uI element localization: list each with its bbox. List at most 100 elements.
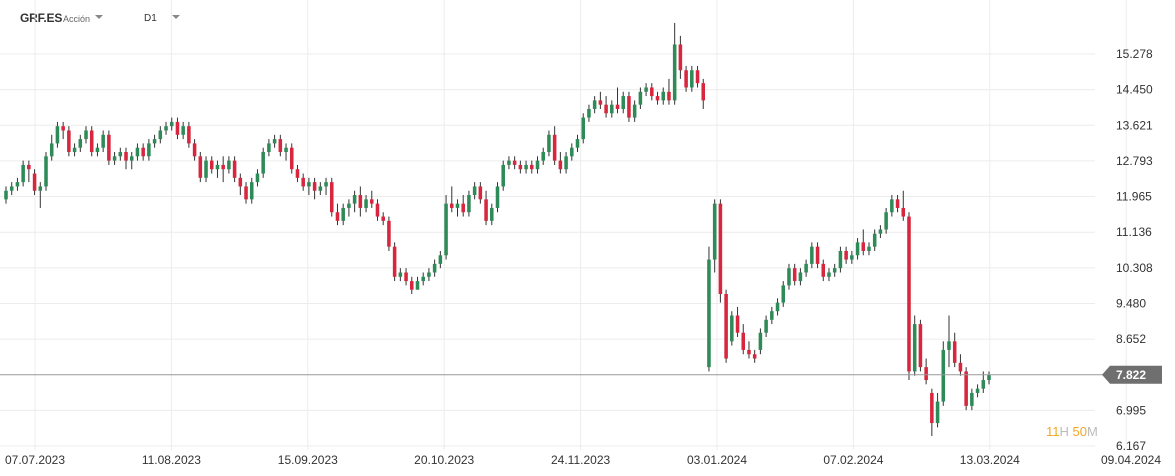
candle[interactable] [15, 177, 20, 191]
candle[interactable] [118, 147, 123, 161]
candle[interactable] [627, 91, 631, 122]
timeframe-dropdown-chevron-down-icon[interactable] [172, 15, 180, 19]
candle[interactable] [844, 246, 848, 264]
candle[interactable] [192, 139, 197, 161]
candle[interactable] [341, 203, 345, 226]
candle[interactable] [238, 173, 243, 196]
candle[interactable] [495, 182, 500, 213]
candle[interactable] [55, 121, 60, 148]
candle[interactable] [930, 388, 934, 436]
candle[interactable] [530, 160, 534, 174]
candle[interactable] [695, 65, 700, 88]
candle[interactable] [101, 130, 105, 153]
symbol-dropdown-chevron-down-icon[interactable] [95, 15, 103, 19]
candle[interactable] [450, 186, 454, 213]
candle[interactable] [272, 134, 277, 148]
candle[interactable] [610, 100, 614, 118]
candle[interactable] [815, 242, 820, 269]
candle[interactable] [289, 143, 294, 174]
candle[interactable] [369, 190, 374, 208]
candle[interactable] [964, 367, 968, 411]
candle[interactable] [535, 156, 540, 174]
candle[interactable] [472, 182, 477, 200]
candle[interactable] [587, 104, 591, 122]
candle[interactable] [347, 199, 351, 217]
candle[interactable] [787, 263, 791, 290]
candle[interactable] [181, 121, 185, 140]
candle[interactable] [432, 259, 437, 277]
candle[interactable] [421, 272, 425, 286]
candle[interactable] [890, 195, 894, 217]
candle[interactable] [490, 203, 494, 226]
candle[interactable] [232, 156, 237, 183]
candle[interactable] [404, 268, 408, 286]
candle[interactable] [78, 134, 83, 153]
candle[interactable] [575, 134, 580, 153]
candle[interactable] [912, 315, 917, 376]
candle[interactable] [838, 246, 843, 273]
candle[interactable] [152, 134, 157, 148]
candle[interactable] [44, 152, 48, 191]
candle[interactable] [941, 341, 946, 406]
candle[interactable] [644, 83, 648, 97]
candle[interactable] [564, 152, 568, 174]
candle[interactable] [507, 156, 511, 170]
candle[interactable] [650, 83, 654, 101]
candle[interactable] [318, 182, 323, 196]
candle[interactable] [444, 195, 448, 260]
candle[interactable] [324, 177, 328, 196]
candle[interactable] [747, 341, 751, 359]
candle[interactable] [61, 121, 65, 140]
candle[interactable] [524, 160, 528, 174]
candle[interactable] [878, 225, 883, 239]
candle[interactable] [701, 78, 706, 109]
candle[interactable] [518, 160, 523, 174]
candle[interactable] [684, 65, 688, 92]
candle[interactable] [690, 65, 694, 92]
candle[interactable] [552, 126, 557, 165]
candle[interactable] [935, 392, 940, 428]
candle[interactable] [307, 177, 311, 196]
candle[interactable] [84, 126, 88, 144]
candle[interactable] [792, 263, 797, 286]
candle[interactable] [804, 259, 808, 277]
candle[interactable] [947, 315, 951, 368]
candle[interactable] [604, 96, 608, 118]
candle[interactable] [970, 388, 974, 411]
candle[interactable] [9, 182, 14, 196]
candle[interactable] [655, 91, 660, 105]
candle[interactable] [907, 212, 911, 381]
candle[interactable] [884, 207, 888, 234]
candle[interactable] [244, 182, 248, 204]
candle[interactable] [261, 147, 265, 178]
candle[interactable] [770, 306, 774, 325]
candle[interactable] [958, 354, 963, 376]
candle[interactable] [89, 126, 94, 157]
candle[interactable] [712, 199, 717, 273]
candle[interactable] [741, 324, 746, 355]
candle[interactable] [615, 87, 620, 114]
candle[interactable] [427, 268, 431, 282]
candle[interactable] [175, 117, 180, 140]
candle[interactable] [918, 319, 923, 372]
candle[interactable] [38, 182, 43, 208]
candle[interactable] [312, 177, 317, 200]
candle[interactable] [72, 143, 77, 157]
candle[interactable] [672, 22, 677, 105]
candle[interactable] [758, 328, 763, 355]
candle[interactable] [638, 87, 643, 109]
candle[interactable] [547, 130, 551, 157]
candle[interactable] [141, 143, 145, 161]
candle[interactable] [335, 203, 340, 226]
candle[interactable] [147, 139, 151, 161]
candle[interactable] [667, 78, 671, 105]
candle[interactable] [455, 199, 460, 217]
symbol-name[interactable]: GRF.ES [20, 11, 63, 25]
candle[interactable] [810, 242, 814, 269]
candle[interactable] [209, 156, 214, 174]
candle[interactable] [827, 268, 831, 282]
candle[interactable] [924, 358, 928, 385]
candle[interactable] [632, 100, 637, 122]
candle[interactable] [872, 229, 877, 251]
